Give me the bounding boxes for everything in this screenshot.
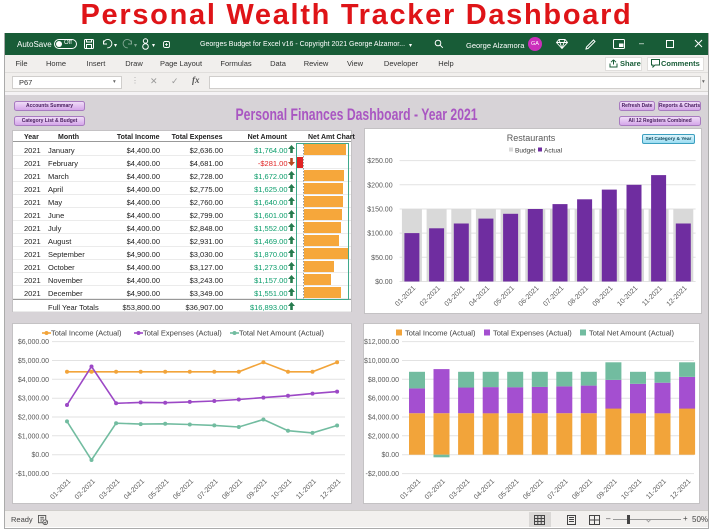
svg-text:$12,000.00: $12,000.00 [364, 339, 399, 346]
svg-text:10-2021: 10-2021 [620, 478, 643, 501]
svg-text:11-2021: 11-2021 [645, 478, 668, 501]
svg-text:Total Expenses (Actual): Total Expenses (Actual) [143, 329, 222, 338]
svg-text:$1,000.00: $1,000.00 [18, 433, 49, 440]
svg-text:Total Income (Actual): Total Income (Actual) [51, 329, 122, 338]
svg-text:08-2021: 08-2021 [221, 478, 244, 501]
svg-text:05-2021: 05-2021 [497, 478, 520, 501]
svg-text:03-2021: 03-2021 [98, 478, 121, 501]
svg-text:$10,000.00: $10,000.00 [364, 358, 399, 365]
svg-text:$0.00: $0.00 [381, 452, 399, 459]
svg-text:$4,000.00: $4,000.00 [368, 415, 399, 422]
svg-text:$200.00: $200.00 [367, 182, 392, 189]
svg-text:11-2021: 11-2021 [295, 478, 318, 501]
svg-text:Total Income (Actual): Total Income (Actual) [405, 329, 476, 338]
svg-text:10-2021: 10-2021 [616, 285, 639, 308]
svg-text:Total Net Amount (Actual): Total Net Amount (Actual) [239, 329, 325, 338]
svg-text:01-2021: 01-2021 [399, 478, 422, 501]
svg-text:02-2021: 02-2021 [424, 478, 447, 501]
svg-text:$8,000.00: $8,000.00 [368, 377, 399, 384]
svg-text:01-2021: 01-2021 [394, 285, 417, 308]
svg-text:$50.00: $50.00 [371, 255, 393, 262]
svg-text:07-2021: 07-2021 [197, 478, 220, 501]
svg-text:12-2021: 12-2021 [669, 478, 692, 501]
svg-text:Total Net Amount (Actual): Total Net Amount (Actual) [589, 329, 675, 338]
svg-text:$2,000.00: $2,000.00 [368, 433, 399, 440]
svg-text:$250.00: $250.00 [367, 158, 392, 165]
svg-text:09-2021: 09-2021 [596, 478, 619, 501]
svg-text:08-2021: 08-2021 [567, 285, 590, 308]
svg-text:07-2021: 07-2021 [542, 285, 565, 308]
svg-text:08-2021: 08-2021 [571, 478, 594, 501]
svg-text:06-2021: 06-2021 [522, 478, 545, 501]
svg-text:06-2021: 06-2021 [518, 285, 541, 308]
svg-text:03-2021: 03-2021 [444, 285, 467, 308]
svg-text:09-2021: 09-2021 [246, 478, 269, 501]
svg-text:05-2021: 05-2021 [147, 478, 170, 501]
svg-text:02-2021: 02-2021 [419, 285, 442, 308]
svg-text:$100.00: $100.00 [367, 231, 392, 238]
svg-text:06-2021: 06-2021 [172, 478, 195, 501]
svg-text:07-2021: 07-2021 [547, 478, 570, 501]
svg-text:04-2021: 04-2021 [123, 478, 146, 501]
svg-text:10-2021: 10-2021 [270, 478, 293, 501]
svg-text:Restaurants: Restaurants [507, 133, 556, 143]
svg-text:Total Expenses (Actual): Total Expenses (Actual) [493, 329, 572, 338]
svg-text:12-2021: 12-2021 [666, 285, 689, 308]
svg-text:$6,000.00: $6,000.00 [18, 339, 49, 346]
svg-text:$150.00: $150.00 [367, 207, 392, 214]
svg-text:05-2021: 05-2021 [493, 285, 516, 308]
svg-text:$0.00: $0.00 [31, 452, 49, 459]
svg-text:12-2021: 12-2021 [319, 478, 342, 501]
svg-text:$6,000.00: $6,000.00 [368, 396, 399, 403]
svg-text:Budget: Budget [515, 148, 536, 155]
svg-text:-$2,000.00: -$2,000.00 [366, 471, 400, 478]
svg-text:01-2021: 01-2021 [49, 478, 72, 501]
svg-text:02-2021: 02-2021 [74, 478, 97, 501]
svg-text:$3,000.00: $3,000.00 [18, 396, 49, 403]
svg-text:$5,000.00: $5,000.00 [18, 358, 49, 365]
svg-text:$4,000.00: $4,000.00 [18, 377, 49, 384]
svg-text:Actual: Actual [544, 148, 563, 155]
svg-text:03-2021: 03-2021 [448, 478, 471, 501]
svg-text:09-2021: 09-2021 [592, 285, 615, 308]
svg-text:$0.00: $0.00 [375, 279, 393, 286]
svg-text:11-2021: 11-2021 [641, 285, 664, 308]
svg-text:04-2021: 04-2021 [473, 478, 496, 501]
svg-text:04-2021: 04-2021 [468, 285, 491, 308]
svg-text:$2,000.00: $2,000.00 [18, 415, 49, 422]
svg-text:-$1,000.00: -$1,000.00 [16, 471, 50, 478]
